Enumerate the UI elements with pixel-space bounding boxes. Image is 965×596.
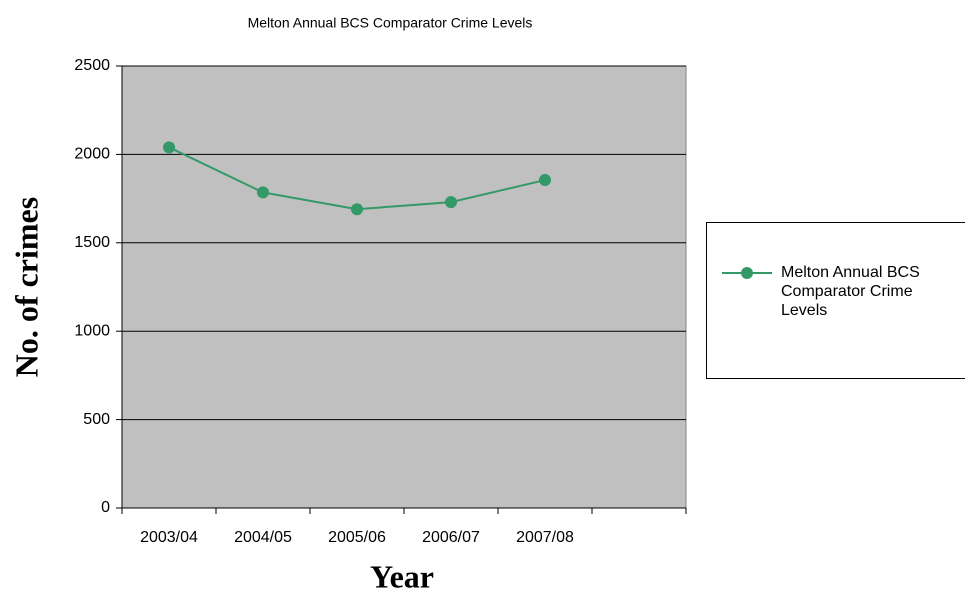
data-point (445, 196, 457, 209)
y-tick-label: 1500 (74, 234, 110, 251)
legend-box (706, 222, 965, 379)
legend-label: Melton Annual BCS Comparator Crime Levels (781, 264, 920, 319)
x-tick-label: 2004/05 (234, 529, 292, 546)
x-tick-label: 2007/08 (516, 529, 574, 546)
y-tick-label: 2000 (74, 146, 110, 163)
y-tick-label: 2500 (74, 57, 110, 74)
data-point (351, 203, 363, 216)
y-tick-label: 1000 (74, 322, 110, 339)
data-point (163, 141, 175, 154)
y-axis-title: No. of crimes (8, 197, 44, 377)
x-tick-label: 2003/04 (140, 529, 198, 546)
x-axis-title: Year (370, 558, 434, 594)
x-tick-label: 2006/07 (422, 529, 480, 546)
y-tick-label: 0 (101, 499, 110, 516)
y-tick-label: 500 (83, 411, 110, 428)
data-point (257, 186, 269, 199)
plot-area (121, 65, 687, 509)
chart-title: Melton Annual BCS Comparator Crime Level… (248, 15, 533, 31)
data-point (539, 174, 551, 187)
x-tick-label: 2005/06 (328, 529, 386, 546)
legend-marker (741, 267, 753, 279)
